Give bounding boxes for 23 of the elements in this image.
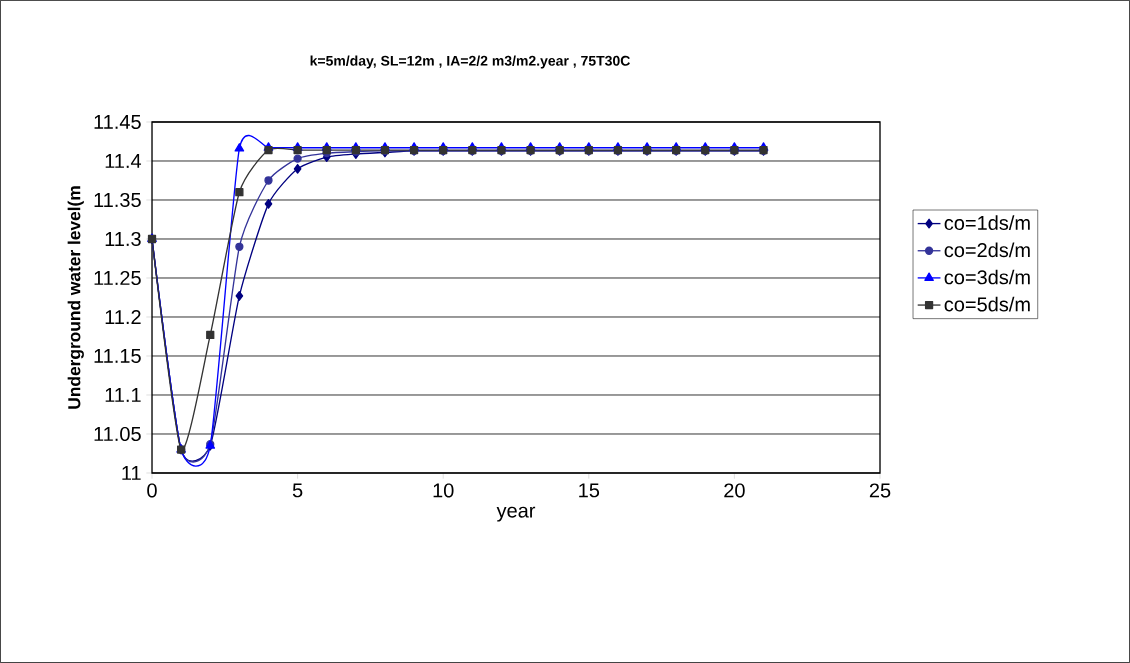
- x-tick-label: 20: [724, 483, 745, 498]
- y-tick-label: 11.25: [94, 270, 141, 286]
- y-tick-label: 11.15: [94, 349, 141, 363]
- x-tick-label: 5: [292, 483, 303, 498]
- x-tick-label: 25: [869, 483, 891, 498]
- x-axis-title: year: [496, 506, 536, 522]
- y-tick-label: 11.3: [105, 231, 141, 247]
- legend-label: co=5ds/m: [944, 296, 1030, 312]
- y-tick-label: 11: [122, 466, 141, 480]
- legend-label: co=1ds/m: [944, 215, 1030, 231]
- y-tick-label: 11.2: [105, 310, 141, 324]
- x-tick-label: 0: [147, 483, 157, 498]
- x-tick-label: 10: [433, 483, 454, 498]
- y-axis-title: Underground water level(m: [67, 186, 84, 409]
- legend-label: co=3ds/m: [944, 269, 1030, 285]
- y-tick-label: 11.35: [94, 192, 141, 208]
- legend-label: co=2ds/m: [944, 242, 1030, 258]
- x-tick-label: 15: [579, 483, 600, 498]
- y-tick-label: 11.4: [105, 154, 142, 168]
- chart-title: k=5m/day, SL=12m , IA=2/2 m3/m2.year , 75T30C: [310, 55, 630, 69]
- y-tick-label: 11.45: [94, 115, 141, 129]
- y-tick-label: 11.05: [94, 426, 141, 442]
- y-tick-label: 11.1: [105, 388, 141, 402]
